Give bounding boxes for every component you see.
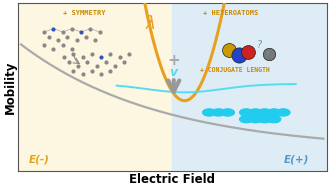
Circle shape: [212, 109, 225, 116]
Circle shape: [267, 115, 281, 123]
Text: + HETEROATOMS: + HETEROATOMS: [203, 10, 258, 16]
Text: ?: ?: [265, 51, 269, 60]
Circle shape: [249, 115, 262, 123]
Text: E(-): E(-): [29, 155, 50, 165]
Circle shape: [258, 115, 272, 123]
Circle shape: [240, 115, 253, 123]
Text: ?: ?: [257, 40, 262, 50]
Circle shape: [240, 109, 253, 116]
Point: [236, 54, 241, 57]
Point: [245, 51, 250, 54]
Text: + SYMMETRY: + SYMMETRY: [63, 10, 105, 16]
X-axis label: Electric Field: Electric Field: [129, 173, 215, 186]
Circle shape: [202, 109, 216, 116]
Circle shape: [249, 109, 262, 116]
Bar: [18, 3, 172, 171]
Point: [267, 52, 272, 55]
Circle shape: [267, 109, 281, 116]
Text: $\lambda$: $\lambda$: [145, 15, 156, 33]
Circle shape: [258, 109, 272, 116]
Circle shape: [221, 109, 235, 116]
Circle shape: [277, 109, 290, 116]
Y-axis label: Mobility: Mobility: [4, 61, 17, 114]
Point: [227, 49, 232, 52]
Text: v: v: [170, 66, 178, 79]
Text: +: +: [167, 53, 180, 68]
Text: E(+): E(+): [283, 155, 309, 165]
Text: + CONJUGATE LENGTH: + CONJUGATE LENGTH: [200, 67, 270, 73]
Bar: [172, 3, 326, 171]
